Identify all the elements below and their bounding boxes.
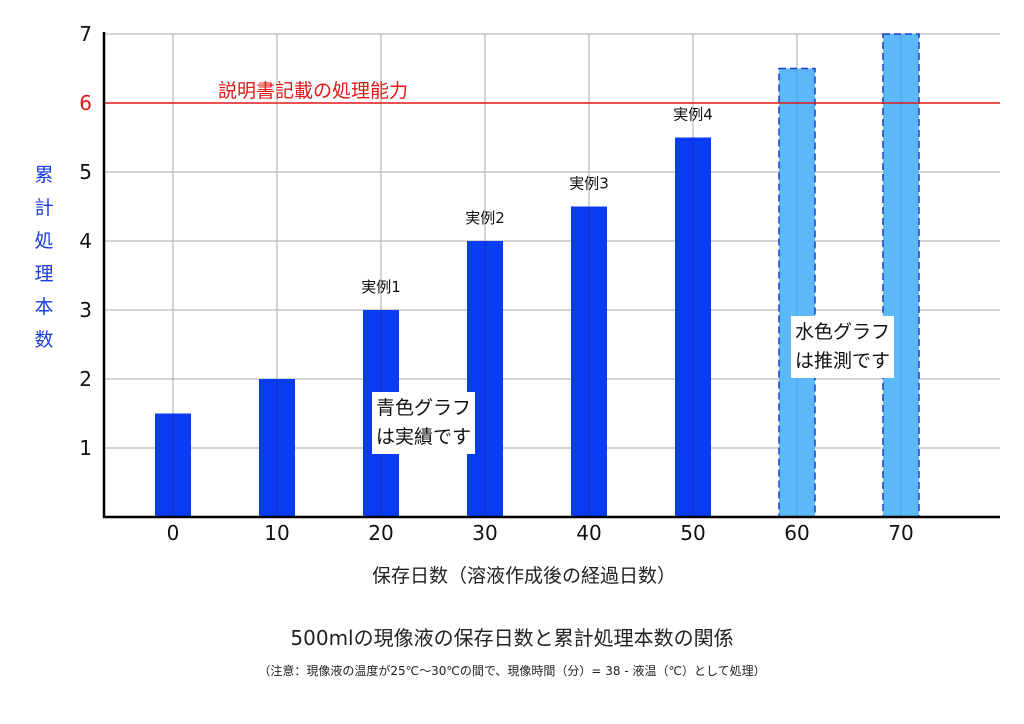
- x-tick-label-60: 60: [784, 521, 809, 545]
- x-tick-label-50: 50: [680, 521, 705, 545]
- annotation-actual-line-1: 青色グラフ: [376, 397, 472, 419]
- annotation-estimate-line-1: 水色グラフ: [795, 321, 891, 343]
- y-axis-label-char: 処: [34, 230, 54, 252]
- x-tick-label-30: 30: [472, 521, 497, 545]
- y-axis-label-char: 理: [34, 263, 54, 285]
- y-axis-label-char: 累: [34, 164, 54, 186]
- y-tick-label-7: 7: [79, 22, 92, 46]
- y-axis-label-char: 本: [34, 296, 54, 318]
- chart-subtitle: （注意：現像液の温度が25℃〜30℃の間で、現像時間（分）= 38 - 液温（℃…: [258, 664, 766, 678]
- annotation-estimate-line-2: は推測です: [795, 350, 891, 372]
- y-tick-label-1: 1: [79, 436, 92, 460]
- x-tick-label-0: 0: [167, 521, 180, 545]
- reference-line-label: 説明書記載の処理能力: [218, 80, 408, 102]
- y-tick-label-3: 3: [79, 298, 92, 322]
- y-axis-label-char: 計: [34, 197, 54, 219]
- bar-label-30: 実例2: [465, 209, 505, 227]
- reference-line-group: 説明書記載の処理能力: [104, 80, 1000, 104]
- x-tick-label-20: 20: [368, 521, 393, 545]
- y-axis-label-char: 数: [34, 329, 54, 351]
- y-tick-label-4: 4: [79, 229, 92, 253]
- bar-label-40: 実例3: [569, 175, 609, 193]
- bar-label-50: 実例4: [673, 106, 713, 124]
- bars: [155, 33, 920, 518]
- annotation-actual: 青色グラフ は実績です: [372, 392, 476, 454]
- x-tick-label-70: 70: [888, 521, 913, 545]
- annotation-actual-line-2: は実績です: [376, 426, 472, 448]
- x-tick-label-40: 40: [576, 521, 601, 545]
- x-axis-label: 保存日数（溶液作成後の経過日数）: [372, 565, 676, 587]
- grid: [104, 33, 1000, 517]
- axes: [102, 32, 1000, 519]
- annotation-estimate: 水色グラフ は推測です: [791, 316, 895, 378]
- x-tick-label-10: 10: [264, 521, 289, 545]
- chart-title: 500mlの現像液の保存日数と累計処理本数の関係: [290, 626, 734, 650]
- bar-label-20: 実例1: [361, 278, 401, 296]
- y-tick-label-2: 2: [79, 367, 92, 391]
- y-tick-label-6: 6: [79, 91, 92, 115]
- y-tick-label-5: 5: [79, 160, 92, 184]
